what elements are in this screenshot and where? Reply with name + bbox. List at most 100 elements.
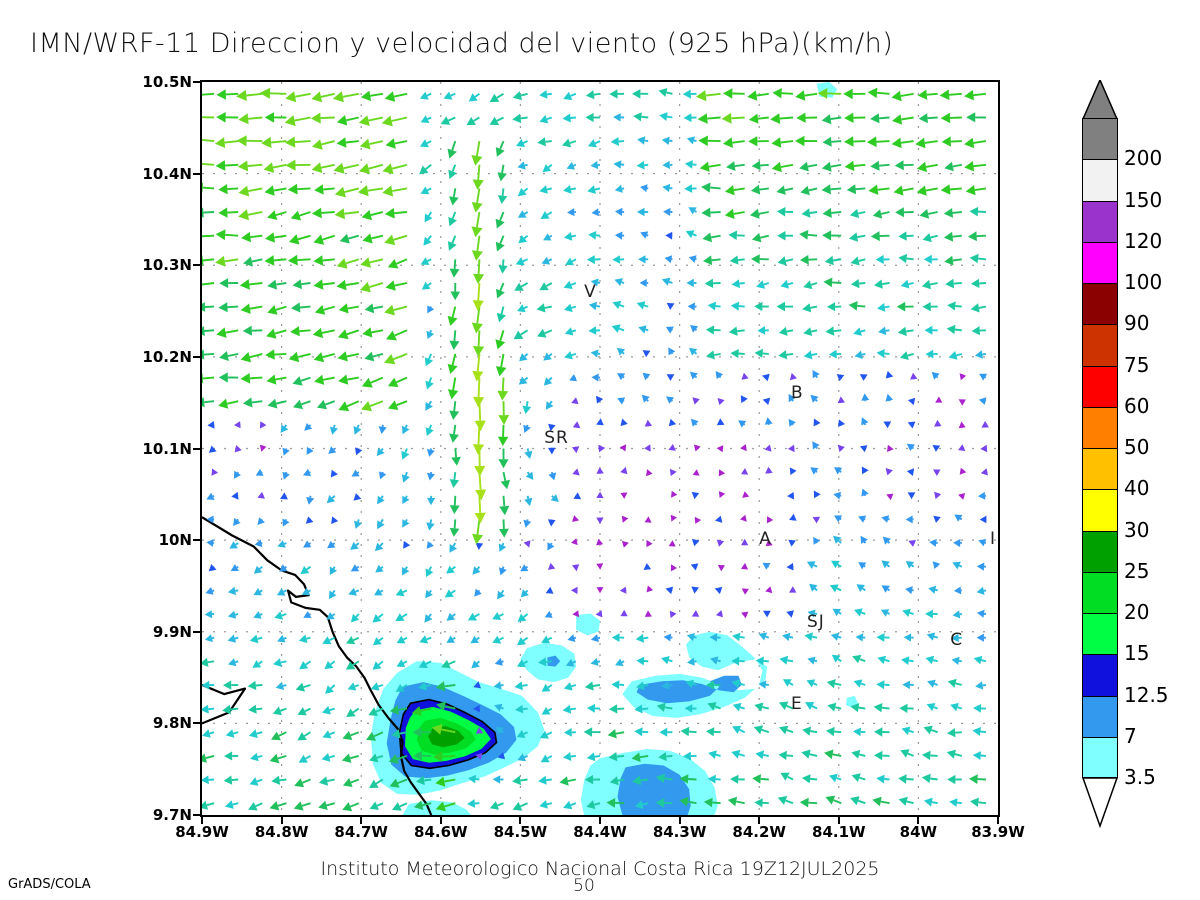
colorbar-band[interactable] — [1082, 489, 1118, 531]
wind-arrow — [370, 682, 384, 691]
wind-arrow — [329, 424, 338, 435]
colorbar-band[interactable] — [1082, 695, 1118, 737]
colorbar-band[interactable] — [1082, 200, 1118, 242]
wind-arrow — [267, 398, 287, 409]
wind-arrow — [776, 301, 793, 312]
wind-arrow — [285, 159, 311, 171]
wind-arrow — [448, 211, 457, 227]
wind-arrow — [396, 659, 408, 667]
wind-arrow — [952, 610, 962, 619]
wind-arrow — [517, 187, 529, 197]
wind-arrow — [586, 255, 601, 264]
wind-arrow — [473, 704, 480, 713]
wind-arrow — [426, 541, 434, 549]
wind-arrow — [584, 775, 601, 785]
wind-arrow — [803, 280, 818, 290]
colorbar-tick-label: 90 — [1124, 311, 1150, 336]
wind-arrow — [471, 306, 483, 334]
wind-arrow — [596, 467, 604, 474]
colorbar-band[interactable] — [1082, 654, 1118, 696]
wind-arrow — [449, 330, 460, 350]
wind-arrow — [637, 136, 649, 145]
wind-arrow — [703, 255, 721, 266]
colorbar-band[interactable] — [1082, 324, 1118, 366]
wind-arrow — [543, 352, 553, 361]
wind-arrow — [658, 88, 673, 97]
wind-arrow — [202, 92, 215, 96]
wind-arrow — [596, 587, 604, 594]
wind-arrow — [947, 774, 962, 785]
wind-arrow — [240, 373, 263, 384]
y-tick-label: 10.2N — [142, 347, 192, 366]
colorbar-band[interactable] — [1082, 448, 1118, 490]
wind-arrow — [923, 725, 939, 735]
wind-arrow — [269, 801, 287, 811]
colorbar-band[interactable] — [1082, 571, 1118, 613]
wind-arrow — [728, 326, 745, 336]
wind-arrow — [969, 774, 986, 784]
colorbar-band[interactable] — [1082, 283, 1118, 325]
wind-arrow — [494, 703, 504, 712]
wind-arrow — [346, 636, 360, 645]
wind-arrow — [958, 399, 966, 406]
wind-arrow — [563, 752, 577, 761]
map-place-label: I — [990, 529, 997, 550]
wind-arrow — [935, 396, 943, 403]
wind-arrow — [563, 185, 577, 194]
wind-arrow — [802, 303, 818, 313]
wind-arrow — [705, 325, 721, 335]
wind-arrow — [584, 681, 601, 691]
wind-arrow — [377, 495, 385, 505]
colorbar-band[interactable] — [1082, 530, 1118, 572]
wind-arrow — [361, 209, 384, 221]
wind-arrow — [807, 609, 818, 618]
colorbar-band[interactable] — [1082, 613, 1118, 655]
colorbar-band[interactable] — [1082, 118, 1118, 160]
y-tick-label: 10N — [158, 531, 192, 550]
wind-arrow — [754, 301, 769, 312]
colorbar-band[interactable] — [1082, 406, 1118, 448]
colorbar-band[interactable] — [1082, 365, 1118, 407]
wind-arrow — [756, 280, 770, 289]
wind-arrow — [806, 561, 818, 569]
wind-arrow — [451, 448, 461, 466]
wind-arrow — [853, 727, 866, 737]
wind-arrow — [539, 800, 553, 809]
wind-arrow — [327, 540, 336, 549]
wind-arrow — [855, 633, 866, 642]
wind-arrow — [905, 515, 914, 524]
wind-arrow — [966, 112, 986, 123]
wind-arrow — [565, 658, 577, 667]
colorbar-band[interactable] — [1082, 159, 1118, 201]
colorbar-band[interactable] — [1082, 241, 1118, 283]
wind-arrow — [780, 772, 794, 781]
coastline — [202, 516, 433, 815]
wind-arrow — [202, 753, 215, 763]
wind-arrow — [271, 731, 287, 741]
wind-arrow — [293, 801, 311, 811]
wind-arrow — [426, 448, 435, 457]
wind-arrow — [931, 371, 940, 380]
wind-arrow — [447, 140, 457, 159]
y-tick-mark — [193, 172, 201, 175]
x-tick-mark — [837, 816, 840, 824]
wind-arrow — [449, 471, 460, 488]
wind-arrow — [881, 585, 890, 593]
colorbar-band[interactable] — [1082, 736, 1118, 778]
wind-arrow — [402, 495, 410, 504]
wind-arrow — [799, 797, 818, 808]
colorbar-legend[interactable]: 200 150 120 100 90 75 60 50 40 30 25 20 15 12.5 7 3.5 — [1082, 80, 1169, 828]
wind-arrow — [353, 493, 362, 501]
wind-arrow — [366, 731, 384, 741]
wind-arrow — [717, 398, 725, 406]
wind-arrow — [547, 519, 556, 527]
wind-arrow — [238, 185, 263, 197]
wind-arrow — [714, 586, 723, 595]
x-tick-label: 83.9W — [971, 823, 1025, 841]
wind-arrow — [360, 257, 384, 268]
wind-arrow — [801, 749, 818, 759]
wind-arrow — [980, 444, 988, 453]
wind-arrow — [876, 349, 890, 358]
wind-arrow — [803, 327, 818, 336]
wind-arrow — [704, 278, 721, 288]
